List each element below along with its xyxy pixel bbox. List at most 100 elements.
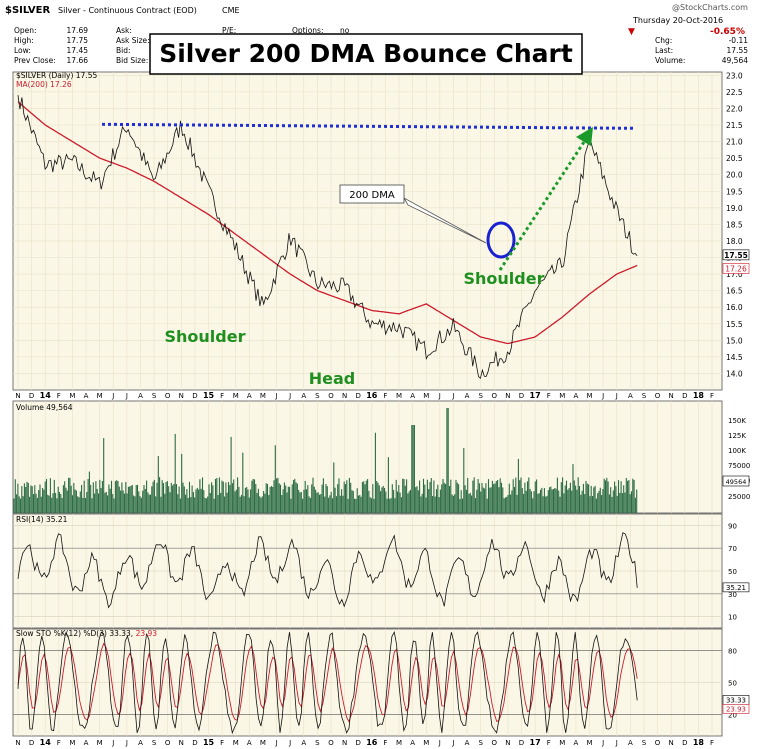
price-y-tick: 23.0 — [726, 71, 743, 80]
x-tick-label: M — [260, 392, 266, 400]
x-tick-label: F — [383, 739, 387, 747]
x-tick-label: M — [559, 392, 565, 400]
change-pct: -0.65% — [710, 27, 745, 37]
x-tick-label: M — [97, 739, 103, 747]
quote-stats: Open: 17.69 High: 17.75 Low: 17.45 Prev Close:… — [14, 26, 748, 65]
x-tick-label: A — [84, 739, 89, 747]
price-y-tick: 20.5 — [726, 154, 743, 163]
x-tick-label: O — [328, 392, 334, 400]
stat-label: Ask Size: — [116, 36, 150, 45]
callout-pointer — [402, 196, 487, 244]
sto-y-tick: 80 — [728, 647, 737, 655]
stat-value: no — [340, 26, 350, 35]
x-tick-label: 18 — [693, 391, 705, 400]
stat-label: Chg: — [655, 36, 672, 45]
last-ma-box — [722, 263, 750, 274]
x-tick-label: A — [410, 392, 415, 400]
x-tick-label: N — [179, 739, 184, 747]
price-line — [17, 95, 638, 380]
x-tick-label: J — [288, 739, 291, 747]
ma200-line — [17, 101, 638, 345]
price-y-tick: 15.0 — [726, 336, 743, 345]
volume-y-tick: 100K — [728, 447, 746, 455]
x-tick-label: A — [301, 392, 306, 400]
x-tick-label: N — [669, 739, 674, 747]
volume-y-tick: 150K — [728, 417, 746, 425]
stat-label: Prev Close: — [14, 56, 56, 65]
x-tick-label: N — [342, 739, 347, 747]
x-tick-label: J — [601, 392, 604, 400]
x-tick-label: M — [260, 739, 266, 747]
stat-value: 17.55 — [727, 46, 749, 55]
rsi-last-label: 35.21 — [726, 584, 746, 592]
x-tick-label: J — [615, 392, 618, 400]
price-y-tick: 15.5 — [726, 320, 743, 329]
price-y-tick: 21.0 — [726, 138, 743, 147]
volume-y-tick: 25000 — [728, 493, 750, 501]
stat-value: 17.75 — [67, 36, 89, 45]
price-legend: $SILVER (Daily) 17.55 — [16, 71, 97, 80]
price-y-tick: 20.0 — [726, 171, 743, 180]
x-tick-label: D — [192, 392, 197, 400]
x-tick-label: M — [69, 392, 75, 400]
arrow-head-icon — [576, 127, 593, 146]
x-tick-label: F — [220, 392, 224, 400]
x-tick-label: O — [492, 739, 498, 747]
stat-value: 17.66 — [67, 56, 89, 65]
x-tick-label: J — [451, 392, 454, 400]
x-tick-label: F — [57, 739, 61, 747]
stat-value: -0.11 — [729, 36, 749, 45]
x-tick-label: A — [465, 739, 470, 747]
x-tick-label: J — [438, 739, 441, 747]
rsi-y-tick: 50 — [728, 568, 737, 576]
x-tick-label: D — [356, 392, 361, 400]
price-y-tick: 14.0 — [726, 369, 743, 378]
stat-label: High: — [14, 36, 34, 45]
left-shoulder-label: Shoulder — [165, 327, 246, 346]
rsi-y-tick: 70 — [728, 545, 737, 553]
x-tick-label: O — [655, 739, 661, 747]
x-tick-label: J — [288, 392, 291, 400]
x-tick-label: O — [328, 739, 334, 747]
x-tick-label: J — [111, 392, 114, 400]
x-tick-label: 17 — [530, 391, 541, 400]
volume-panel: 250005000075000100K125K150K49564 — [13, 408, 750, 513]
x-tick-label: A — [247, 392, 252, 400]
stat-label: Bid Size: — [116, 56, 148, 65]
x-tick-label: M — [97, 392, 103, 400]
dma-callout-box — [339, 184, 405, 204]
sto-y-tick: 50 — [728, 680, 737, 688]
rsi-last-box — [722, 582, 750, 593]
x-tick-label: D — [192, 739, 197, 747]
x-tick-label: S — [315, 392, 320, 400]
x-tick-label: A — [628, 392, 633, 400]
rsi-line — [17, 532, 638, 609]
x-tick-label: F — [547, 392, 551, 400]
x-tick-label: J — [438, 392, 441, 400]
x-tick-label: N — [342, 392, 347, 400]
x-tick-label: A — [138, 739, 143, 747]
x-tick-label: M — [423, 392, 429, 400]
x-tick-label: A — [465, 392, 470, 400]
head-label: Head — [309, 369, 356, 388]
sto-last-label: 33.33 — [726, 696, 746, 704]
x-tick-label: 16 — [366, 391, 378, 400]
sto-legend: Slow STO %K(12) %D(3) 33.33, 23.93 — [16, 629, 157, 638]
x-tick-label: N — [15, 739, 20, 747]
stat-value: 17.69 — [67, 26, 89, 35]
rsi-panel: 10 30 50 70 90 35.21 — [13, 522, 750, 622]
x-tick-label: D — [29, 392, 34, 400]
x-tick-label: F — [547, 739, 551, 747]
x-tick-label: S — [642, 392, 647, 400]
stat-label: Options: — [292, 26, 323, 35]
x-tick-label: N — [505, 739, 510, 747]
x-tick-label: 18 — [693, 738, 705, 747]
x-tick-label: A — [574, 739, 579, 747]
stat-value: 49,564 — [722, 56, 748, 65]
sto-line — [17, 631, 638, 735]
stat-value: 17.45 — [67, 46, 89, 55]
x-tick-label: M — [69, 739, 75, 747]
last-volume-box — [722, 475, 750, 487]
